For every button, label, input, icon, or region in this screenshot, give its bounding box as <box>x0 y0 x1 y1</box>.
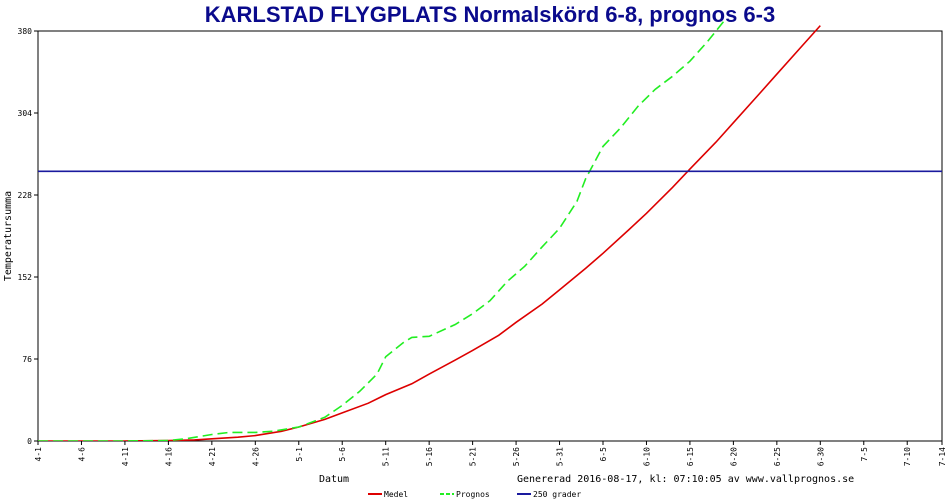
x-tick-label: 6-15 <box>686 447 695 466</box>
x-tick-label: 6-5 <box>599 447 608 462</box>
legend-label: 250 grader <box>533 490 581 499</box>
generated-note: Genererad 2016-08-17, kl: 07:10:05 av ww… <box>517 474 854 485</box>
plot-frame <box>37 30 943 442</box>
x-tick-label: 6-25 <box>773 447 782 466</box>
y-tick-label: 380 <box>18 27 33 36</box>
x-tick-label: 4-26 <box>251 447 260 466</box>
x-tick-label: 6-10 <box>642 447 651 466</box>
series-line-prognos <box>38 19 726 441</box>
x-tick-label: 5-21 <box>469 447 478 466</box>
x-tick-label: 7-14 <box>938 447 947 466</box>
x-tick-label: 5-1 <box>295 447 304 462</box>
x-tick-label: 7-5 <box>860 447 869 462</box>
plot-border <box>37 30 943 442</box>
x-tick-label: 5-26 <box>512 447 521 466</box>
x-tick-label: 5-31 <box>556 447 565 466</box>
x-tick-label: 5-6 <box>338 447 347 462</box>
x-tick-label: 6-20 <box>729 447 738 466</box>
x-tick-label: 5-16 <box>425 447 434 466</box>
x-tick-label: 4-11 <box>121 447 130 466</box>
y-tick-label: 304 <box>18 109 33 118</box>
series-line-medel <box>38 25 821 441</box>
x-tick-label: 7-10 <box>903 447 912 466</box>
series-layer <box>38 19 942 441</box>
x-axis-label: Datum <box>319 474 349 485</box>
x-tick-label: 4-21 <box>208 447 217 466</box>
x-tick-label: 6-30 <box>816 447 825 466</box>
chart-title: KARLSTAD FLYGPLATS Normalskörd 6-8, prog… <box>205 2 775 27</box>
y-tick-label: 0 <box>27 437 32 446</box>
legend: Medel Prognos 250 grader <box>368 490 581 499</box>
legend-label: Prognos <box>456 490 490 499</box>
y-tick-label: 152 <box>18 273 33 282</box>
x-tick-label: 5-11 <box>382 447 391 466</box>
y-tick-label: 228 <box>18 191 33 200</box>
y-tick-label: 76 <box>22 355 32 364</box>
x-tick-label: 4-1 <box>34 447 43 462</box>
x-tick-label: 4-16 <box>164 447 173 466</box>
x-tick-label: 4-6 <box>77 447 86 462</box>
y-axis-label: Temperatursumma <box>3 191 14 281</box>
legend-label: Medel <box>384 490 408 499</box>
x-axis-ticks: 4-1 4-6 4-11 4-16 4-21 4-26 5-1 5-6 5-11 5-16 5-21… <box>34 441 947 466</box>
y-axis-ticks: 0 76 152 228 304 380 <box>18 27 38 446</box>
